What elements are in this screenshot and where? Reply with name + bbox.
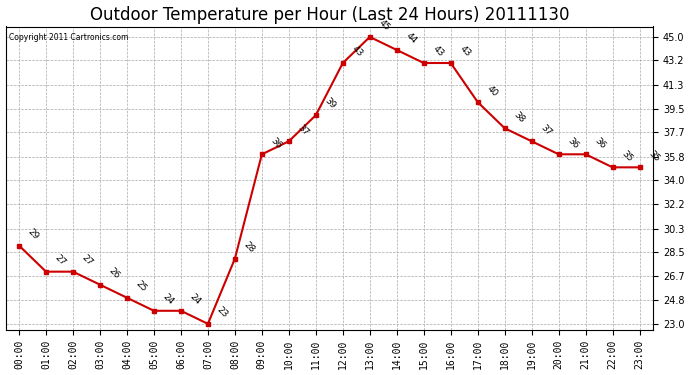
Text: 43: 43 [350,45,364,59]
Text: 39: 39 [323,96,337,111]
Text: 26: 26 [107,266,121,280]
Text: 44: 44 [404,32,418,46]
Title: Outdoor Temperature per Hour (Last 24 Hours) 20111130: Outdoor Temperature per Hour (Last 24 Ho… [90,6,569,24]
Text: 25: 25 [134,279,148,294]
Text: 23: 23 [215,305,229,320]
Text: 24: 24 [188,292,202,307]
Text: 43: 43 [431,45,445,59]
Text: 24: 24 [161,292,175,307]
Text: 29: 29 [26,227,41,242]
Text: 28: 28 [241,240,256,255]
Text: 35: 35 [647,148,661,163]
Text: 36: 36 [566,136,580,150]
Text: 38: 38 [512,110,526,124]
Text: 36: 36 [269,136,284,150]
Text: Copyright 2011 Cartronics.com: Copyright 2011 Cartronics.com [9,33,128,42]
Text: 36: 36 [593,136,607,150]
Text: 40: 40 [484,84,499,98]
Text: 27: 27 [80,253,95,267]
Text: 37: 37 [296,123,310,137]
Text: 35: 35 [620,148,634,163]
Text: 37: 37 [539,123,553,137]
Text: 45: 45 [377,18,391,33]
Text: 27: 27 [53,253,68,267]
Text: 43: 43 [457,45,472,59]
